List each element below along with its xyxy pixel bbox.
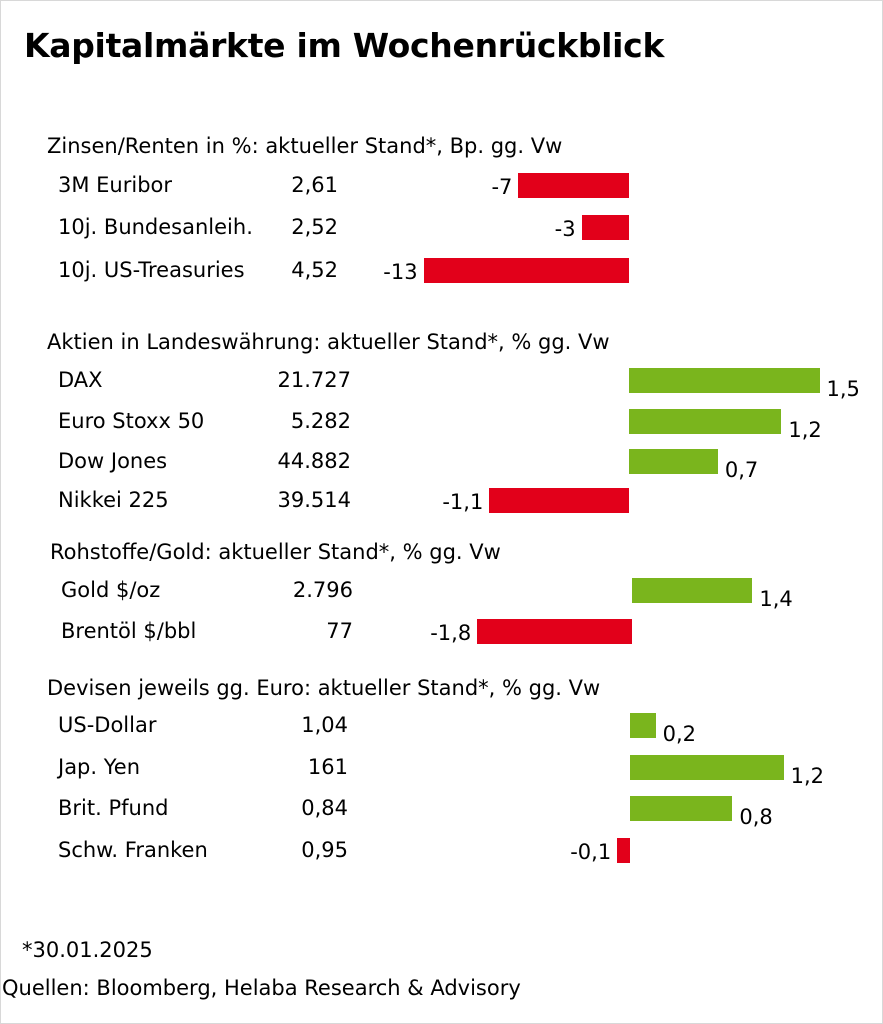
- bar-value-label: 1,2: [790, 764, 824, 788]
- section-title: Aktien in Landeswährung: aktueller Stand…: [47, 330, 610, 354]
- bar-positive: [630, 755, 784, 780]
- row-value: 39.514: [277, 488, 351, 512]
- bar-negative: [617, 838, 630, 863]
- row-value: 44.882: [277, 449, 351, 473]
- bar-value-label: 0,7: [724, 458, 759, 482]
- bar-positive: [629, 449, 718, 474]
- row-value: 5.282: [290, 409, 351, 433]
- page-title: Kapitalmärkte im Wochenrückblick: [24, 26, 665, 65]
- row-value: 77: [326, 619, 353, 643]
- row-value: 0,84: [301, 796, 348, 820]
- row-label: Schw. Franken: [58, 838, 208, 862]
- row-value: 2.796: [292, 578, 353, 602]
- row-label: DAX: [58, 368, 103, 392]
- bar-positive: [630, 796, 733, 821]
- bar-value-label: 0,8: [739, 805, 773, 829]
- footnote-date: *30.01.2025: [22, 938, 153, 962]
- bar-value-label: -1,8: [430, 621, 472, 645]
- bar-value-label: -0,1: [570, 840, 612, 864]
- row-label: Gold $/oz: [61, 578, 161, 602]
- bar-value-label: -1,1: [442, 490, 484, 514]
- row-value: 2,61: [291, 173, 338, 197]
- row-value: 0,95: [301, 838, 348, 862]
- row-value: 4,52: [291, 258, 338, 282]
- bar-value-label: -13: [383, 260, 418, 284]
- footnote-source: Quellen: Bloomberg, Helaba Research & Ad…: [2, 976, 521, 1000]
- bar-negative: [518, 173, 629, 198]
- bar-value-label: 1,5: [826, 377, 860, 401]
- row-value: 2,52: [291, 215, 338, 239]
- section-title: Rohstoffe/Gold: aktueller Stand*, % gg. …: [50, 540, 501, 564]
- row-label: Jap. Yen: [58, 755, 141, 779]
- section-title: Devisen jeweils gg. Euro: aktueller Stan…: [47, 676, 601, 700]
- row-label: US-Dollar: [58, 713, 157, 737]
- row-label: 10j. Bundesanleih.: [58, 215, 253, 239]
- bar-negative: [581, 215, 629, 240]
- bar-value-label: -7: [491, 175, 513, 199]
- row-value: 1,04: [301, 713, 348, 737]
- row-label: Nikkei 225: [58, 488, 169, 512]
- bar-value-label: 1,2: [788, 418, 822, 442]
- bar-value-label: 1,4: [759, 587, 793, 611]
- section-title: Zinsen/Renten in %: aktueller Stand*, Bp…: [47, 134, 563, 158]
- bar-negative: [489, 488, 629, 513]
- row-label: Dow Jones: [58, 449, 168, 473]
- bar-positive: [629, 368, 820, 393]
- bar-value-label: -3: [554, 217, 576, 241]
- bar-positive: [630, 713, 656, 738]
- row-value: 161: [307, 755, 348, 779]
- bar-negative: [477, 619, 632, 644]
- row-label: 3M Euribor: [58, 173, 173, 197]
- bar-positive: [632, 578, 753, 603]
- row-label: 10j. US-Treasuries: [58, 258, 245, 282]
- row-label: Brentöl $/bbl: [61, 619, 197, 643]
- row-label: Euro Stoxx 50: [58, 409, 205, 433]
- bar-positive: [629, 409, 782, 434]
- bar-negative: [423, 258, 629, 283]
- row-value: 21.727: [277, 368, 351, 392]
- bar-value-label: 0,2: [662, 722, 696, 746]
- row-label: Brit. Pfund: [58, 796, 169, 820]
